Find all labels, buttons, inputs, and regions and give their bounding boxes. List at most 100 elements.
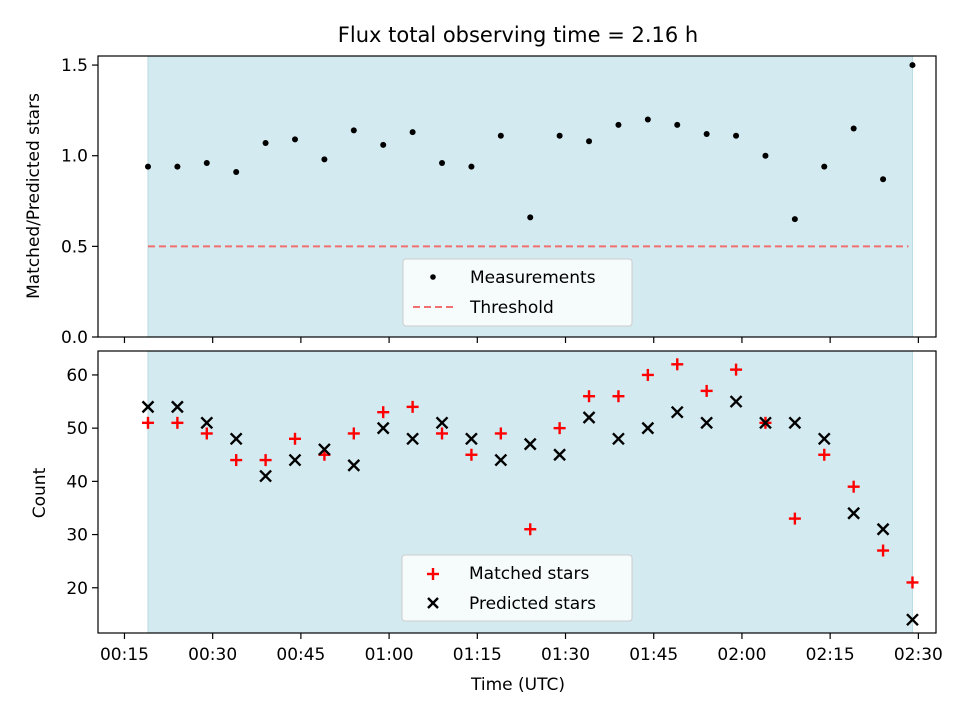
legend-marker-predicted	[427, 597, 439, 609]
x-tick-label: 02:30	[894, 645, 943, 665]
legend-label-matched: Matched stars	[469, 564, 589, 584]
measurement-point	[380, 141, 387, 148]
measurement-point	[233, 169, 240, 176]
top-y-tick-label: 1.0	[61, 147, 88, 167]
predicted-point	[141, 400, 155, 414]
matched-point	[377, 406, 390, 419]
predicted-point	[612, 432, 625, 446]
x-tick-label: 01:30	[541, 645, 590, 665]
predicted-point	[670, 405, 684, 419]
measurement-point	[644, 116, 651, 123]
predicted-point	[582, 411, 596, 424]
predicted-point	[494, 453, 508, 467]
bottom-y-ticks: 20 30 40 50 60	[66, 366, 98, 599]
measurement-point	[439, 159, 446, 166]
matched-point	[730, 363, 743, 376]
top-y-tick-label: 1.5	[61, 56, 88, 76]
predicted-point	[788, 416, 802, 430]
top-legend-box	[402, 258, 633, 327]
predicted-point	[729, 395, 743, 408]
predicted-point	[288, 453, 302, 467]
legend-marker-measurements	[430, 274, 436, 280]
top-x-ticks	[123, 337, 919, 343]
measurement-point	[350, 127, 357, 134]
predicted-point	[465, 432, 478, 446]
bottom-y-axis-label: Count	[30, 467, 50, 518]
legend-marker-matched	[427, 568, 439, 580]
predicted-point	[435, 416, 449, 430]
matched-point	[788, 512, 801, 525]
measurement-point	[174, 163, 181, 170]
x-tick-label: 00:30	[188, 645, 237, 665]
predicted-point	[200, 416, 214, 430]
count-points	[141, 358, 919, 627]
bottom-y-tick-label: 60	[66, 366, 88, 386]
bottom-y-tick-label: 40	[66, 472, 88, 492]
matched-point	[847, 480, 860, 493]
matched-point	[524, 523, 537, 536]
matched-point	[141, 416, 154, 429]
x-tick-label: 02:00	[717, 645, 766, 665]
measurement-point	[409, 129, 416, 136]
measurement-point	[262, 140, 269, 147]
measurement-point	[556, 132, 563, 139]
measurement-point	[321, 156, 328, 163]
matched-point	[906, 576, 919, 589]
top-y-axis-label: Matched/Predicted stars	[24, 93, 44, 299]
x-tick-label: 01:15	[453, 645, 502, 665]
matched-point	[347, 427, 360, 440]
measurement-point	[909, 62, 916, 69]
measurement-point	[674, 121, 681, 128]
measurement-point	[762, 152, 769, 159]
predicted-point	[171, 400, 184, 414]
predicted-point	[376, 421, 390, 435]
matched-point	[612, 390, 625, 403]
matched-point	[436, 427, 449, 440]
matched-point	[818, 448, 831, 461]
x-tick-label: 01:00	[365, 645, 414, 665]
top-panel: 0.0 0.5 1.0 1.5 Matched/Predicted stars Mea…	[24, 55, 937, 348]
top-y-tick-label: 0.5	[61, 237, 88, 257]
matched-point	[171, 416, 184, 429]
measurement-point	[791, 216, 798, 223]
measurement-point	[850, 125, 857, 132]
measurement-point	[586, 138, 593, 145]
predicted-point	[318, 443, 331, 456]
bottom-legend: Matched stars Predicted stars	[401, 554, 633, 622]
predicted-point	[700, 416, 714, 430]
predicted-point	[759, 416, 772, 430]
matched-point	[553, 422, 566, 435]
matched-point	[700, 384, 713, 397]
measurement-point	[527, 214, 534, 221]
top-y-tick-label: 0.0	[61, 328, 88, 348]
matched-point	[259, 454, 272, 467]
top-axes-frame	[97, 55, 937, 338]
bottom-y-tick-label: 20	[66, 579, 88, 599]
measurement-point	[144, 163, 151, 170]
legend-label-predicted: Predicted stars	[469, 594, 596, 614]
matched-point	[230, 454, 243, 467]
bottom-panel: 20 30 40 50 60 00:15 00:30 00:45 01:00 01:15 01:3…	[30, 350, 943, 695]
matched-point	[200, 427, 213, 440]
bottom-y-tick-label: 50	[66, 419, 88, 439]
bottom-legend-box	[401, 554, 633, 622]
x-axis-label: Time (UTC)	[470, 675, 565, 695]
bottom-axes-frame	[97, 350, 937, 634]
predicted-point	[906, 613, 919, 627]
matched-point	[877, 544, 890, 557]
matched-point	[289, 432, 302, 445]
measurement-point	[292, 136, 299, 143]
predicted-point	[817, 432, 831, 446]
legend-label-measurements: Measurements	[470, 268, 596, 288]
top-legend: Measurements Threshold	[402, 258, 633, 327]
predicted-point	[553, 448, 566, 462]
predicted-point	[406, 432, 419, 446]
x-tick-label: 00:15	[100, 645, 149, 665]
matched-point	[583, 390, 596, 403]
matched-point	[671, 358, 684, 371]
measurement-point	[497, 132, 504, 139]
measurement-point	[821, 163, 828, 170]
measurement-point	[733, 132, 740, 139]
predicted-point	[847, 506, 861, 520]
predicted-point	[229, 432, 243, 446]
